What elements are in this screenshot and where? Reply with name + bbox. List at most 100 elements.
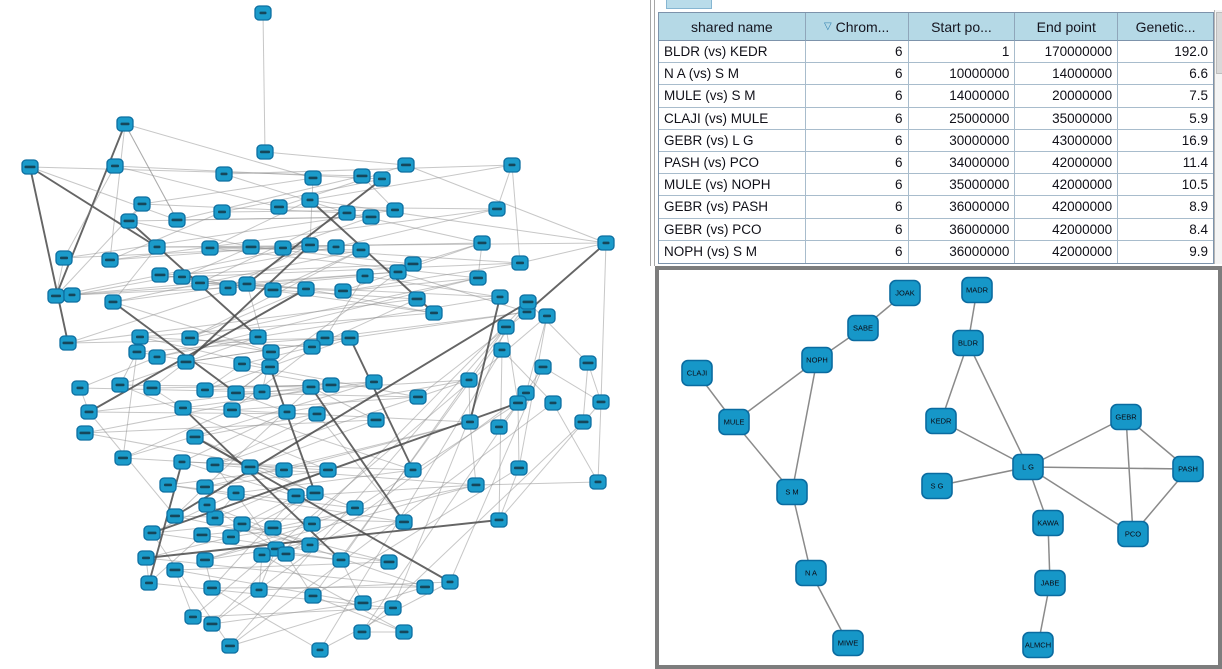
subnetwork-node-s-g[interactable]: S G <box>921 472 953 500</box>
network-node[interactable] <box>120 213 138 229</box>
network-node[interactable] <box>327 239 345 255</box>
network-node[interactable] <box>198 497 216 513</box>
network-node[interactable] <box>297 281 315 297</box>
table-row[interactable]: MULE (vs) S M 6 14000000 20000000 7.5 <box>659 85 1213 108</box>
network-node[interactable] <box>116 116 134 132</box>
network-node[interactable] <box>80 404 98 420</box>
filter-icon[interactable]: ▽ <box>823 20 832 32</box>
subnetwork-node-madr[interactable]: MADR <box>961 276 993 304</box>
subnetwork-node-bldr[interactable]: BLDR <box>952 329 984 357</box>
network-node[interactable] <box>493 342 511 358</box>
network-node[interactable] <box>128 344 146 360</box>
network-node[interactable] <box>373 171 391 187</box>
network-node[interactable] <box>503 157 521 173</box>
network-node[interactable] <box>173 454 191 470</box>
network-node[interactable] <box>380 554 398 570</box>
network-node[interactable] <box>490 512 508 528</box>
network-node[interactable] <box>238 276 256 292</box>
left-network-canvas[interactable] <box>0 0 655 669</box>
network-node[interactable] <box>106 158 124 174</box>
network-node[interactable] <box>166 508 184 524</box>
network-node[interactable] <box>277 546 295 562</box>
network-node[interactable] <box>497 319 515 335</box>
network-node[interactable] <box>143 380 161 396</box>
table-tab-stub[interactable] <box>666 0 712 9</box>
network-node[interactable] <box>538 308 556 324</box>
network-node[interactable] <box>21 159 39 175</box>
network-node[interactable] <box>131 329 149 345</box>
network-node[interactable] <box>353 168 371 184</box>
network-node[interactable] <box>302 379 320 395</box>
network-node[interactable] <box>151 267 169 283</box>
network-node[interactable] <box>384 600 402 616</box>
network-node[interactable] <box>404 256 422 272</box>
column-header-end-point[interactable]: End point <box>1015 13 1119 41</box>
network-node[interactable] <box>460 372 478 388</box>
network-node[interactable] <box>250 582 268 598</box>
network-node[interactable] <box>574 414 592 430</box>
network-node[interactable] <box>184 609 202 625</box>
network-node[interactable] <box>241 459 259 475</box>
network-node[interactable] <box>227 485 245 501</box>
table-scrollbar-thumb[interactable] <box>1216 12 1222 74</box>
network-node[interactable] <box>274 240 292 256</box>
network-node[interactable] <box>534 359 552 375</box>
network-node[interactable] <box>55 250 73 266</box>
network-node[interactable] <box>227 385 245 401</box>
subnetwork-node-mule[interactable]: MULE <box>718 408 750 436</box>
network-node[interactable] <box>59 335 77 351</box>
network-node[interactable] <box>408 291 426 307</box>
network-node[interactable] <box>301 237 319 253</box>
network-node[interactable] <box>159 477 177 493</box>
network-node[interactable] <box>589 474 607 490</box>
table-row[interactable]: BLDR (vs) KEDR 6 1 170000000 192.0 <box>659 41 1213 64</box>
network-node[interactable] <box>519 294 537 310</box>
network-node[interactable] <box>425 305 443 321</box>
network-node[interactable] <box>304 588 322 604</box>
network-node[interactable] <box>404 462 422 478</box>
subnetwork-node-joak[interactable]: JOAK <box>889 279 921 307</box>
subnetwork-node-kedr[interactable]: KEDR <box>925 407 957 435</box>
subnetwork-node-kawa[interactable]: KAWA <box>1032 509 1064 537</box>
network-node[interactable] <box>222 529 240 545</box>
table-scrollbar[interactable] <box>1214 10 1222 264</box>
subnetwork-node-pco[interactable]: PCO <box>1117 520 1149 548</box>
network-node[interactable] <box>510 460 528 476</box>
network-node[interactable] <box>270 199 288 215</box>
network-node[interactable] <box>467 477 485 493</box>
network-node[interactable] <box>177 354 195 370</box>
network-node[interactable] <box>196 382 214 398</box>
network-node[interactable] <box>301 192 319 208</box>
network-node[interactable] <box>242 239 260 255</box>
network-node[interactable] <box>193 527 211 543</box>
network-node[interactable] <box>111 377 129 393</box>
network-node[interactable] <box>181 330 199 346</box>
network-node[interactable] <box>249 329 267 345</box>
network-node[interactable] <box>215 166 233 182</box>
network-node[interactable] <box>473 235 491 251</box>
network-node[interactable] <box>206 457 224 473</box>
network-node[interactable] <box>262 344 280 360</box>
network-node[interactable] <box>356 268 374 284</box>
network-node[interactable] <box>275 462 293 478</box>
network-node[interactable] <box>352 242 370 258</box>
network-node[interactable] <box>301 537 319 553</box>
network-node[interactable] <box>256 144 274 160</box>
network-node[interactable] <box>386 202 404 218</box>
network-node[interactable] <box>264 282 282 298</box>
network-node[interactable] <box>254 5 272 21</box>
network-node[interactable] <box>397 157 415 173</box>
network-node[interactable] <box>308 406 326 422</box>
network-node[interactable] <box>196 479 214 495</box>
subnetwork-node-almch[interactable]: ALMCH <box>1022 631 1054 659</box>
network-node[interactable] <box>416 579 434 595</box>
network-node[interactable] <box>71 380 89 396</box>
subnetwork-node-sabe[interactable]: SABE <box>847 314 879 342</box>
subnetwork-node-claji[interactable]: CLAJI <box>681 359 713 387</box>
subnetwork-canvas[interactable]: JOAK SABE NOPH CLAJI MULE S M N A MIWE MADR BLDR K… <box>659 270 1218 665</box>
network-node[interactable] <box>365 374 383 390</box>
network-node[interactable] <box>196 552 214 568</box>
table-row[interactable]: NOPH (vs) S M 6 36000000 42000000 9.9 <box>659 240 1213 263</box>
network-node[interactable] <box>140 575 158 591</box>
subnetwork-node-noph[interactable]: NOPH <box>801 346 833 374</box>
